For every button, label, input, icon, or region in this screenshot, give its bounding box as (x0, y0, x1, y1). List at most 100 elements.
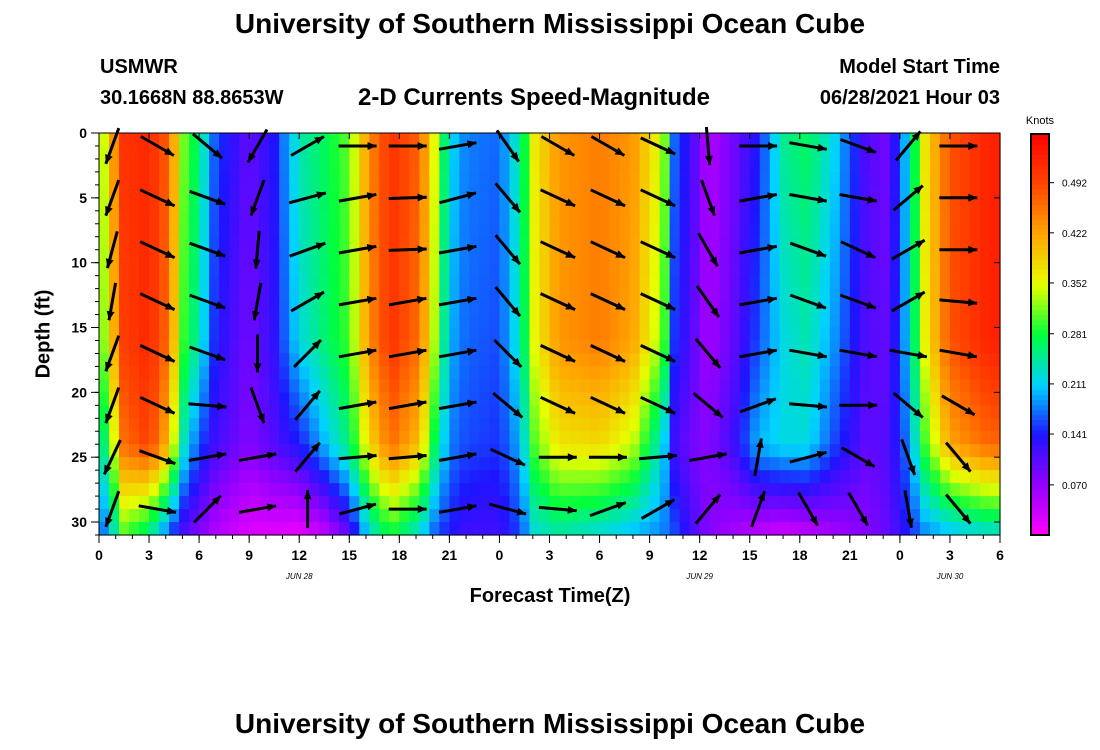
colorbar-segment (1031, 234, 1049, 240)
current-vector (289, 241, 326, 258)
heat-cell (829, 509, 841, 523)
heat-cell (789, 262, 801, 277)
heat-cell (329, 431, 340, 445)
heat-cell (959, 340, 971, 355)
current-vector (892, 184, 924, 212)
heat-cell (239, 236, 250, 251)
heat-cell (449, 223, 460, 238)
heat-cell (309, 158, 320, 173)
heat-cell (769, 353, 781, 368)
heat-cell (219, 145, 230, 160)
heat-cell (719, 327, 731, 342)
heat-cell (549, 470, 561, 484)
heat-cell (629, 262, 641, 277)
heat-cell (129, 431, 140, 445)
heat-cell (619, 288, 631, 303)
heat-cell (269, 133, 280, 147)
heat-cell (989, 379, 1001, 393)
vector-head (310, 442, 320, 453)
heat-cell (669, 210, 681, 225)
heat-cell (359, 262, 370, 277)
heat-cell (749, 314, 761, 329)
heat-cell (819, 327, 831, 342)
heat-cell (869, 379, 881, 393)
heat-cell (509, 509, 521, 523)
heat-cell (629, 210, 641, 225)
heat-cell (479, 457, 491, 471)
heat-cell (729, 418, 741, 432)
heat-cell (529, 431, 541, 445)
heat-cell (409, 483, 420, 497)
heat-cell (149, 327, 160, 342)
heat-cell (169, 509, 180, 523)
heat-cell (309, 483, 320, 497)
colorbar-segment (1031, 349, 1049, 356)
colorbar-segment (1031, 164, 1049, 170)
heat-cell (749, 327, 761, 342)
heat-cell (559, 314, 571, 329)
heat-cell (839, 353, 851, 368)
heat-cell (199, 275, 210, 290)
heat-cell (759, 483, 771, 497)
heat-cell (429, 236, 440, 251)
heat-cell (829, 327, 841, 342)
heat-cell (759, 197, 771, 212)
colorbar-segment (1031, 399, 1049, 406)
heat-cell (959, 366, 971, 380)
heat-cell (739, 223, 751, 238)
heat-cell (859, 327, 871, 342)
heat-cell (929, 133, 941, 147)
heat-cell (959, 262, 971, 277)
vector-head (961, 462, 971, 472)
heat-cell (129, 379, 140, 393)
vector-head (615, 302, 626, 310)
heat-cell (419, 431, 430, 445)
heat-cell (489, 483, 501, 497)
heat-cell (839, 431, 851, 445)
heat-cell (539, 314, 551, 329)
heat-cell (519, 184, 531, 199)
heat-cell (989, 483, 1001, 497)
current-vector (303, 490, 312, 529)
heat-cell (899, 249, 911, 264)
heat-cell (129, 145, 140, 160)
heat-cell (629, 301, 641, 316)
heat-cell (459, 470, 471, 484)
heat-cell (569, 392, 581, 406)
heat-cell (209, 262, 220, 277)
heat-cell (849, 133, 861, 147)
heat-cell (459, 483, 471, 497)
heat-cell (229, 275, 240, 290)
heat-cell (399, 262, 410, 277)
heat-cell (819, 392, 831, 406)
heat-cell (669, 314, 681, 329)
vector-head (565, 405, 576, 414)
heat-cell (749, 483, 761, 497)
current-vector (900, 438, 917, 476)
heat-cell (899, 522, 911, 536)
heat-cell (599, 223, 611, 238)
current-vector (939, 142, 978, 150)
heat-cell (139, 301, 150, 316)
heat-cell (589, 444, 601, 458)
heat-cell (149, 405, 160, 419)
heat-cell (819, 314, 831, 329)
heat-cell (289, 236, 300, 251)
heat-cell (409, 197, 420, 212)
vector-head (512, 357, 522, 367)
heat-cell (559, 405, 571, 419)
heat-cell (549, 158, 561, 173)
heat-cell (699, 171, 711, 186)
heat-cell (799, 275, 811, 290)
heat-cell (779, 314, 791, 329)
heat-cell (659, 444, 671, 458)
heat-cell (329, 301, 340, 316)
heat-cell (409, 223, 420, 238)
heat-cell (459, 184, 471, 199)
heat-cell (759, 470, 771, 484)
colorbar-frame (1030, 133, 1050, 536)
heat-cell (469, 444, 481, 458)
heat-cell (139, 457, 150, 471)
heat-cell (779, 275, 791, 290)
heat-cell (559, 145, 571, 160)
